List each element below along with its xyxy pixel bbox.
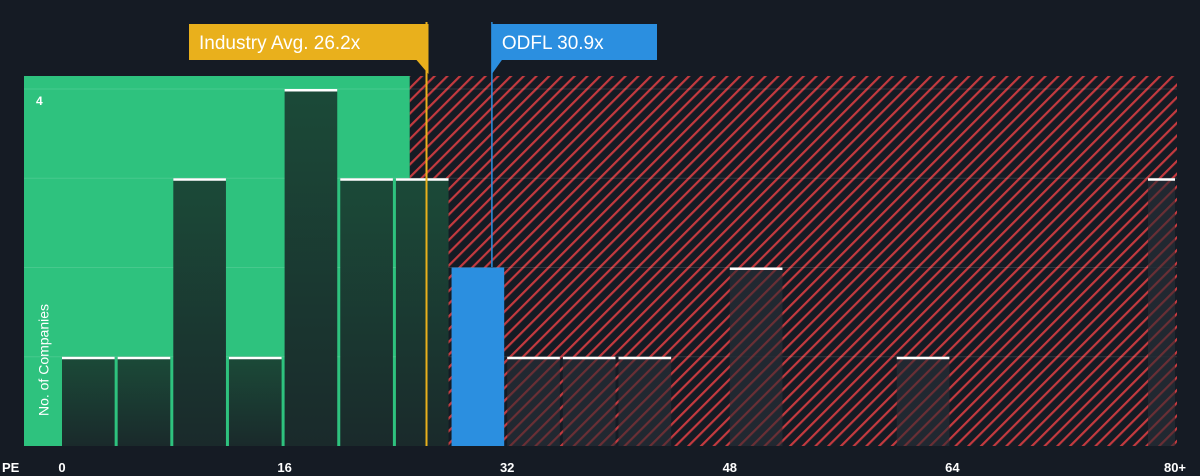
- x-tick-label: 80+: [1164, 460, 1186, 475]
- bar-top-cap: [173, 178, 226, 181]
- bar-top-cap: [340, 178, 393, 181]
- industry-callout: Industry Avg. 26.2x: [189, 24, 429, 74]
- bar-top-cap: [395, 178, 449, 181]
- bar-top-cap: [507, 356, 560, 360]
- histogram-bar: [729, 267, 783, 446]
- histogram-bar: [395, 178, 449, 446]
- histogram-bar: [340, 178, 393, 446]
- x-tick-label: 16: [277, 460, 291, 475]
- x-tick-label: 64: [945, 460, 960, 475]
- bar-top-cap: [729, 267, 783, 270]
- histogram-bar: [62, 356, 115, 446]
- histogram-bar: [284, 89, 338, 446]
- company-callout-box: [491, 24, 657, 74]
- company-bar: [451, 267, 505, 446]
- histogram-bar: [228, 356, 282, 446]
- y-axis-ticks: 4: [36, 94, 43, 108]
- histogram-bar: [117, 356, 171, 446]
- histogram-bar: [896, 356, 950, 446]
- bar-top-cap: [284, 89, 338, 92]
- x-axis-ticks: 0 16 32 48 64 80+: [58, 460, 1186, 475]
- bar-top-cap: [618, 356, 672, 360]
- histogram-bar: [507, 356, 560, 446]
- x-tick-label: 0: [58, 460, 65, 475]
- bar-top-cap: [117, 356, 171, 360]
- y-tick-label: 4: [36, 94, 43, 108]
- bar-top-cap: [1148, 178, 1175, 181]
- industry-callout-label: Industry Avg. 26.2x: [199, 33, 361, 54]
- x-tick-label: 32: [500, 460, 514, 475]
- histogram-bar: [618, 356, 672, 446]
- industry-callout-box: [189, 24, 429, 74]
- histogram-bar: [562, 356, 616, 446]
- x-axis-label: PE: [2, 460, 20, 475]
- histogram-bar: [173, 178, 226, 446]
- x-tick-label: 48: [723, 460, 737, 475]
- histogram-bar: [1148, 178, 1175, 446]
- bar-top-cap: [562, 356, 616, 360]
- company-callout: ODFL 30.9x: [491, 24, 657, 74]
- bar-top-cap: [62, 356, 115, 360]
- bars: [62, 89, 1175, 446]
- bar-top-cap: [896, 356, 950, 360]
- y-axis-label: No. of Companies: [36, 304, 52, 416]
- company-callout-label: ODFL 30.9x: [502, 33, 604, 54]
- bar-top-cap: [228, 356, 282, 360]
